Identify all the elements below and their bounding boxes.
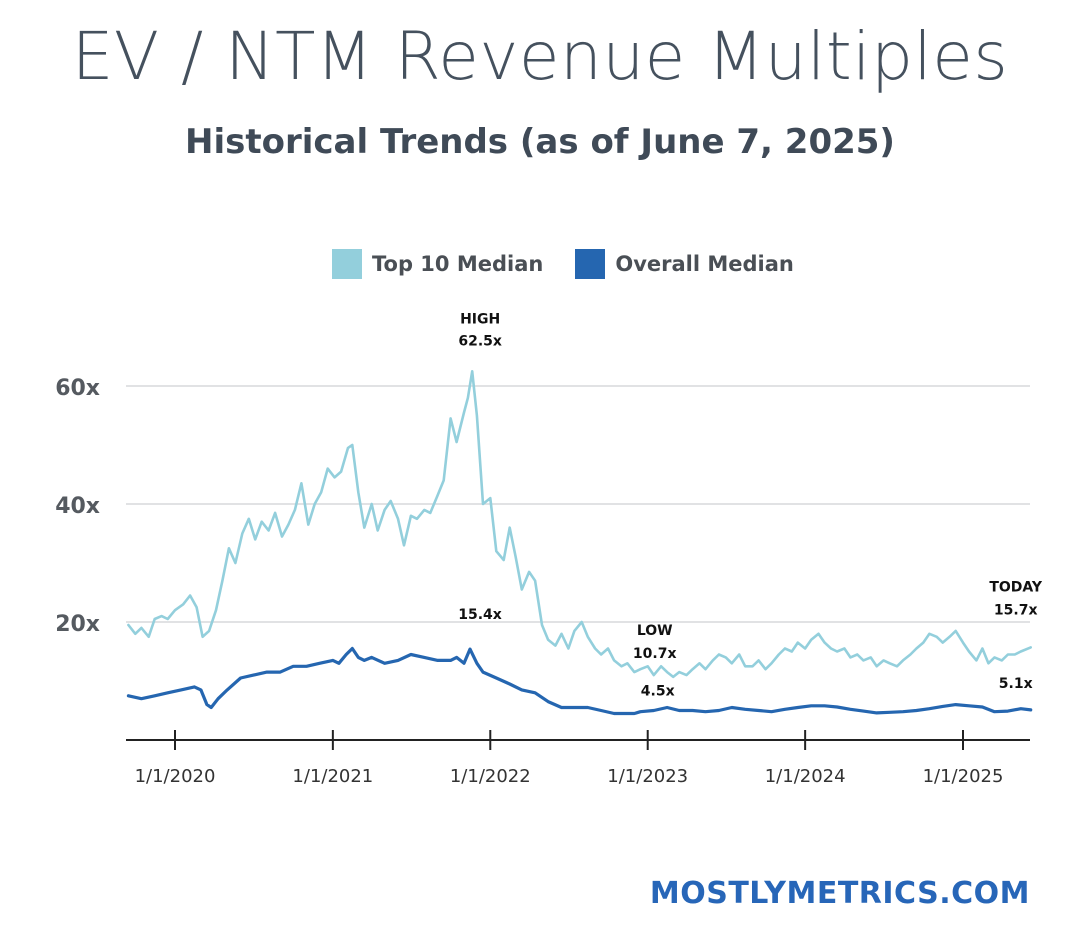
y-tick-label-60: 60x bbox=[55, 376, 100, 401]
annotation-today-0: TODAY bbox=[989, 579, 1043, 595]
y-tick-label-40: 40x bbox=[55, 494, 100, 519]
annotation-high_overall-0: 15.4x bbox=[458, 607, 502, 623]
annotation-low-1: 10.7x bbox=[633, 646, 677, 662]
x-tick-label-1/1/2023: 1/1/2023 bbox=[607, 766, 688, 787]
x-tick-label-1/1/2025: 1/1/2025 bbox=[923, 766, 1004, 787]
annotation-low_overall-0: 4.5x bbox=[641, 683, 675, 699]
chart-legend: Top 10 Median Overall Median bbox=[332, 249, 826, 279]
annotation-today_overall-0: 5.1x bbox=[999, 676, 1033, 692]
chart-title: EV / NTM Revenue Multiples bbox=[71, 18, 1009, 95]
annotation-high-0: HIGH bbox=[460, 311, 500, 327]
legend-swatch-top10 bbox=[332, 249, 362, 279]
series-line-top10 bbox=[127, 370, 1032, 679]
site-brand: MOSTLYMETRICS.COM bbox=[649, 876, 1030, 911]
annotation-high-1: 62.5x bbox=[458, 333, 502, 349]
x-tick-label-1/1/2022: 1/1/2022 bbox=[450, 766, 531, 787]
y-tick-label-20: 20x bbox=[55, 612, 100, 637]
legend-item-top10: Top 10 Median bbox=[332, 249, 543, 279]
chart-subtitle: Historical Trends (as of June 7, 2025) bbox=[185, 122, 895, 162]
x-tick-label-1/1/2020: 1/1/2020 bbox=[135, 766, 216, 787]
x-tick-label-1/1/2021: 1/1/2021 bbox=[292, 766, 373, 787]
legend-label-top10: Top 10 Median bbox=[372, 252, 544, 276]
annotation-today-1: 15.7x bbox=[994, 602, 1038, 618]
annotation-low-0: LOW bbox=[637, 623, 673, 639]
series-line-overall bbox=[126, 646, 1033, 716]
legend-item-overall: Overall Median bbox=[575, 249, 794, 279]
x-tick-label-1/1/2024: 1/1/2024 bbox=[765, 766, 846, 787]
legend-label-overall: Overall Median bbox=[615, 252, 794, 276]
legend-swatch-overall bbox=[575, 249, 606, 279]
